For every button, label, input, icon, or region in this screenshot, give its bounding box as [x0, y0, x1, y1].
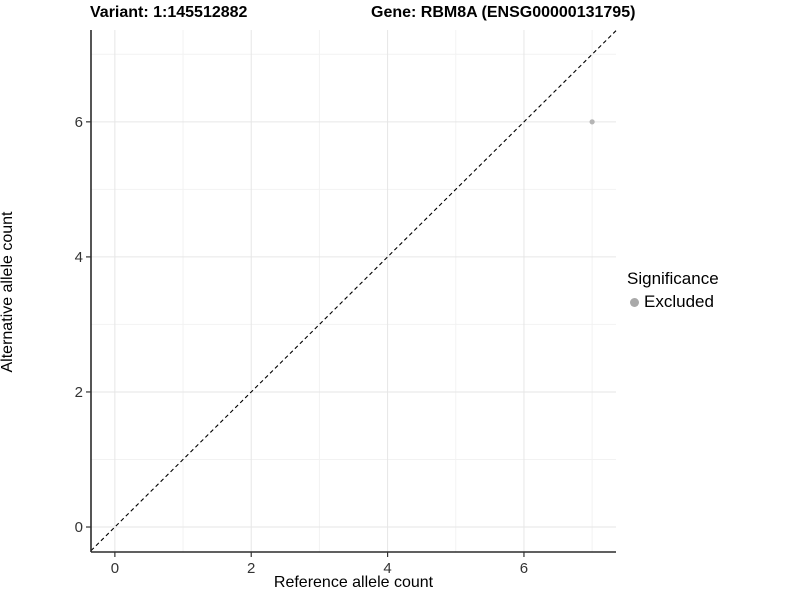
x-axis-title: Reference allele count [273, 574, 434, 591]
y-axis-title: Alternative allele count [0, 211, 16, 373]
legend-item-label: Excluded [644, 292, 714, 311]
legend-item-excluded: Excluded [627, 292, 719, 312]
legend-title: Significance [627, 269, 719, 288]
legend: Significance Excluded [627, 269, 719, 312]
y-tick-label: 4 [75, 249, 83, 266]
y-tick-label: 6 [75, 114, 83, 131]
plot-title-variant: Variant: 1:145512882 [90, 4, 248, 21]
x-tick-label: 4 [383, 560, 391, 577]
x-tick-label: 6 [520, 560, 528, 577]
y-tick-label: 0 [75, 519, 83, 536]
plot-title-gene: Gene: RBM8A (ENSG00000131795) [371, 4, 636, 21]
identity-dashed-line [90, 30, 617, 552]
x-tick-label: 0 [111, 560, 119, 577]
y-tick-label: 2 [75, 384, 83, 401]
x-tick-label: 2 [247, 560, 255, 577]
data-point [589, 119, 595, 125]
legend-key-dot-icon [630, 297, 639, 307]
